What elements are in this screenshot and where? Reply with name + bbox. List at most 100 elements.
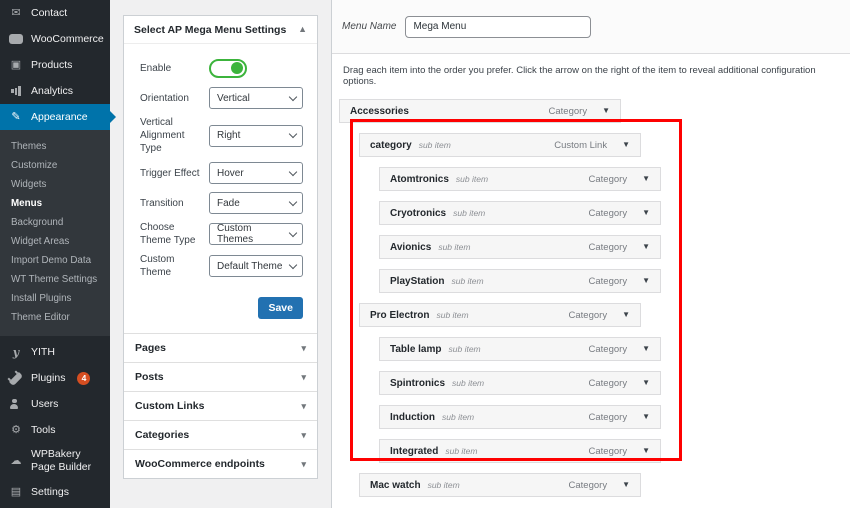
- sidebar-item-label: Plugins: [31, 371, 66, 384]
- sub-item-tag: sub item: [418, 140, 451, 150]
- menu-item-label: PlayStation: [390, 275, 445, 287]
- transition-select[interactable]: Fade: [209, 192, 303, 214]
- menu-structure-panel: Menu structure Menu Name Drag each item …: [331, 0, 850, 508]
- accordion-label: WooCommerce endpoints: [135, 458, 265, 470]
- submenu-item-customize[interactable]: Customize: [11, 160, 58, 171]
- menu-item-pro-electron[interactable]: Pro Electron sub item Category ▼: [359, 303, 641, 327]
- sidebar-item-label: Appearance: [31, 110, 88, 123]
- menu-item-type: Category: [588, 445, 628, 457]
- menu-item-label: Integrated: [390, 445, 439, 457]
- sidebar-item-contact[interactable]: ✉ Contact: [0, 0, 110, 26]
- sidebar-item-settings[interactable]: ▤ Settings: [0, 479, 110, 505]
- setting-row-choose-theme-type: Choose Theme Type Custom Themes: [140, 221, 303, 247]
- trigger-effect-select[interactable]: Hover: [209, 162, 303, 184]
- sidebar-item-yith[interactable]: y YITH: [0, 339, 110, 365]
- chevron-down-icon[interactable]: ▼: [642, 412, 650, 421]
- menu-item-label: category: [370, 139, 412, 151]
- select-value: Fade: [217, 197, 240, 209]
- select-value: Right: [217, 130, 241, 141]
- chevron-down-icon[interactable]: ▼: [642, 174, 650, 183]
- menu-name-input[interactable]: [405, 15, 592, 38]
- menu-item-mac-watch[interactable]: Mac watch sub item Category ▼: [359, 473, 641, 497]
- admin-sidebar: ✉ Contact W WooCommerce ▣ Products Analytics ✎ A…: [0, 0, 116, 508]
- choose-theme-type-select[interactable]: Custom Themes: [209, 223, 303, 245]
- menu-item-induction[interactable]: Induction sub item Category ▼: [379, 405, 661, 429]
- settings-accordion-title: Select AP Mega Menu Settings: [134, 23, 287, 36]
- accordion-categories[interactable]: Categories ▾: [124, 420, 317, 449]
- menu-item-cryotronics[interactable]: Cryotronics sub item Category ▼: [379, 201, 661, 225]
- sidebar-item-woocommerce[interactable]: W WooCommerce: [0, 26, 110, 52]
- submenu-item-themes[interactable]: Themes: [11, 141, 47, 152]
- chevron-down-icon[interactable]: ▼: [642, 276, 650, 285]
- submenu-item-import-demo-data[interactable]: Import Demo Data: [11, 255, 92, 266]
- chevron-down-icon[interactable]: ▼: [642, 208, 650, 217]
- chevron-down-icon[interactable]: ▼: [602, 106, 610, 115]
- chevron-down-icon: [288, 228, 298, 237]
- sidebar-item-products[interactable]: ▣ Products: [0, 52, 110, 78]
- chevron-down-icon: ▾: [301, 400, 306, 411]
- sidebar-lower-menu: y YITH Plugins 4 Users ⚙ Tools ☁ WPBakery Page B…: [0, 336, 110, 508]
- submenu-item-theme-editor[interactable]: Theme Editor: [11, 312, 70, 323]
- submenu-item-background[interactable]: Background: [11, 217, 64, 228]
- menu-item-atomtronics[interactable]: Atomtronics sub item Category ▼: [379, 167, 661, 191]
- mega-menu-settings-accordion-header[interactable]: Select AP Mega Menu Settings ▲: [124, 16, 317, 44]
- submenu-item-wt-theme-settings[interactable]: WT Theme Settings: [11, 274, 98, 285]
- sidebar-item-plugins[interactable]: Plugins 4: [0, 365, 110, 391]
- analytics-icon: [9, 86, 23, 96]
- submenu-item-menus[interactable]: Menus: [11, 198, 43, 209]
- menu-item-avionics[interactable]: Avionics sub item Category ▼: [379, 235, 661, 259]
- chevron-down-icon[interactable]: ▼: [642, 242, 650, 251]
- sidebar-item-label: Products: [31, 58, 73, 71]
- menu-item-type: Custom Link: [554, 139, 608, 151]
- menu-item-category[interactable]: category sub item Custom Link ▼: [359, 133, 641, 157]
- setting-row-enable: Enable: [140, 56, 303, 80]
- sidebar-item-appearance[interactable]: ✎ Appearance: [0, 104, 116, 130]
- accordion-label: Pages: [135, 342, 166, 354]
- update-count-badge: 4: [77, 371, 91, 385]
- sidebar-item-users[interactable]: Users: [0, 391, 110, 417]
- chevron-down-icon[interactable]: ▼: [622, 310, 630, 319]
- select-value: Default Theme: [217, 260, 283, 272]
- menu-item-type: Category: [588, 377, 628, 389]
- sidebar-item-wpbakery-page-builder[interactable]: ☁ WPBakery Page Builder: [0, 443, 110, 479]
- custom-theme-select[interactable]: Default Theme: [209, 255, 303, 277]
- orientation-select[interactable]: Vertical: [209, 87, 303, 109]
- sub-item-tag: sub item: [451, 276, 484, 286]
- chevron-down-icon[interactable]: ▼: [642, 446, 650, 455]
- chevron-down-icon: [288, 129, 298, 139]
- vertical-alignment-type-select[interactable]: Right: [209, 124, 303, 147]
- menu-item-playstation[interactable]: PlayStation sub item Category ▼: [379, 269, 661, 293]
- sidebar-item-tools[interactable]: ⚙ Tools: [0, 417, 110, 443]
- enable-toggle[interactable]: [209, 58, 247, 78]
- menu-item-source-accordions: Pages ▾ Posts ▾ Custom Links ▾ Categories ▾ WooC…: [124, 334, 317, 478]
- submenu-item-widget-areas[interactable]: Widget Areas: [11, 236, 70, 247]
- chevron-down-icon[interactable]: ▼: [642, 378, 650, 387]
- menu-item-accessories[interactable]: Accessories Category ▼: [339, 99, 621, 123]
- chevron-down-icon: [288, 260, 298, 269]
- menu-item-type: Category: [588, 275, 628, 287]
- menu-item-label: Induction: [390, 411, 435, 423]
- drag-instruction-text: Drag each item into the order you prefer…: [343, 65, 816, 87]
- accordion-custom-links[interactable]: Custom Links ▾: [124, 391, 317, 420]
- menu-item-table-lamp[interactable]: Table lamp sub item Category ▼: [379, 337, 661, 361]
- menu-item-integrated[interactable]: Integrated sub item Category ▼: [379, 439, 661, 463]
- menu-item-label: Mac watch: [370, 479, 421, 491]
- chevron-down-icon[interactable]: ▼: [622, 480, 630, 489]
- custom-theme-label: Custom Theme: [140, 254, 175, 278]
- accordion-posts[interactable]: Posts ▾: [124, 362, 317, 391]
- enable-label: Enable: [140, 62, 172, 74]
- submenu-item-widgets[interactable]: Widgets: [11, 179, 47, 190]
- menu-item-spintronics[interactable]: Spintronics sub item Category ▼: [379, 371, 661, 395]
- chevron-down-icon: ▾: [301, 371, 306, 382]
- users-icon: [9, 398, 23, 410]
- accordion-pages[interactable]: Pages ▾: [124, 334, 317, 362]
- accordion-woocommerce-endpoints[interactable]: WooCommerce endpoints ▾: [124, 449, 317, 478]
- chevron-down-icon[interactable]: ▼: [622, 140, 630, 149]
- chevron-down-icon[interactable]: ▼: [642, 344, 650, 353]
- sidebar-item-analytics[interactable]: Analytics: [0, 78, 110, 104]
- save-button[interactable]: Save: [258, 297, 303, 319]
- submenu-item-install-plugins[interactable]: Install Plugins: [11, 293, 72, 304]
- accordion-label: Posts: [135, 371, 164, 383]
- save-row: Save: [140, 285, 303, 321]
- setting-row-orientation: Orientation Vertical: [140, 86, 303, 110]
